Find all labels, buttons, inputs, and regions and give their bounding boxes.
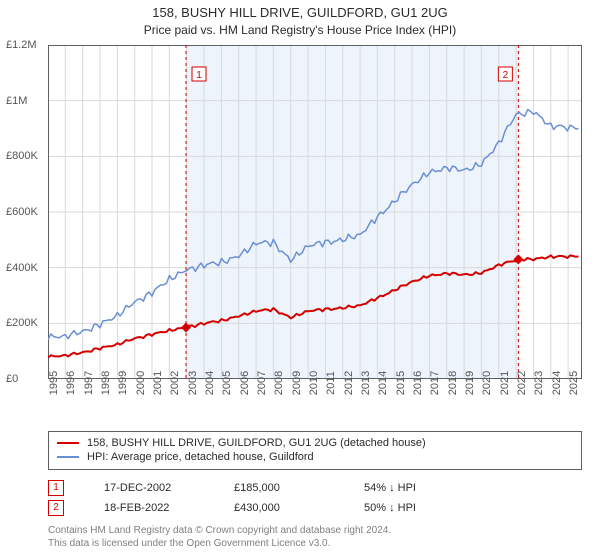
x-axis-label: 2013 bbox=[360, 371, 372, 395]
x-axis-label: 2020 bbox=[481, 371, 493, 395]
x-axis-label: 2018 bbox=[447, 371, 459, 395]
y-axis-label: £0 bbox=[6, 373, 18, 385]
x-axis-label: 1997 bbox=[83, 371, 95, 395]
x-axis-label: 2022 bbox=[516, 371, 528, 395]
legend-item-property: 158, BUSHY HILL DRIVE, GUILDFORD, GU1 2U… bbox=[57, 436, 573, 450]
chart-header: 158, BUSHY HILL DRIVE, GUILDFORD, GU1 2U… bbox=[0, 0, 600, 39]
x-axis-label: 2004 bbox=[204, 371, 216, 395]
y-axis-label: £200K bbox=[6, 317, 38, 329]
x-axis-label: 2008 bbox=[273, 371, 285, 395]
legend-label-hpi: HPI: Average price, detached house, Guil… bbox=[87, 450, 314, 464]
x-axis-label: 1996 bbox=[65, 371, 77, 395]
transactions-table: 1 17-DEC-2002 £185,000 54% ↓ HPI 2 18-FE… bbox=[48, 478, 582, 518]
down-arrow-icon: ↓ bbox=[389, 502, 395, 514]
x-axis-label: 2006 bbox=[239, 371, 251, 395]
x-axis-label: 2017 bbox=[429, 371, 441, 395]
x-axis-label: 2024 bbox=[551, 371, 563, 395]
x-axis-label: 2009 bbox=[291, 371, 303, 395]
x-axis-label: 2002 bbox=[169, 371, 181, 395]
x-axis-label: 1998 bbox=[100, 371, 112, 395]
legend: 158, BUSHY HILL DRIVE, GUILDFORD, GU1 2U… bbox=[48, 431, 582, 470]
y-axis-label: £800K bbox=[6, 150, 38, 162]
footer-line: This data is licensed under the Open Gov… bbox=[48, 537, 582, 550]
x-axis-label: 2015 bbox=[395, 371, 407, 395]
legend-swatch-property bbox=[57, 442, 79, 444]
chart-area: £0£200K£400K£600K£800K£1M£1.2M 12 bbox=[48, 45, 582, 379]
transaction-row: 1 17-DEC-2002 £185,000 54% ↓ HPI bbox=[48, 478, 582, 498]
x-axis-label: 2005 bbox=[221, 371, 233, 395]
x-axis-label: 2007 bbox=[256, 371, 268, 395]
x-axis-label: 2010 bbox=[308, 371, 320, 395]
x-axis-label: 2014 bbox=[377, 371, 389, 395]
x-axis-label: 2003 bbox=[187, 371, 199, 395]
x-axis-ticks: 1995199619971998199920002001200220032004… bbox=[48, 379, 582, 427]
footer-line: Contains HM Land Registry data © Crown c… bbox=[48, 524, 582, 537]
x-axis-label: 2012 bbox=[343, 371, 355, 395]
chart-svg: 12 bbox=[48, 45, 582, 379]
transaction-pct: 50% ↓ HPI bbox=[364, 502, 454, 514]
x-axis-label: 2016 bbox=[412, 371, 424, 395]
down-arrow-icon: ↓ bbox=[389, 482, 395, 494]
y-axis-label: £1M bbox=[6, 95, 27, 107]
y-axis-label: £400K bbox=[6, 262, 38, 274]
x-axis-label: 1995 bbox=[48, 371, 60, 395]
transaction-row: 2 18-FEB-2022 £430,000 50% ↓ HPI bbox=[48, 498, 582, 518]
legend-swatch-hpi bbox=[57, 456, 79, 458]
transaction-marker-icon: 2 bbox=[48, 500, 64, 516]
x-axis-label: 2000 bbox=[135, 371, 147, 395]
transaction-price: £185,000 bbox=[234, 482, 324, 494]
chart-subtitle: Price paid vs. HM Land Registry's House … bbox=[0, 22, 600, 39]
footer: Contains HM Land Registry data © Crown c… bbox=[48, 524, 582, 550]
x-axis-label: 2021 bbox=[499, 371, 511, 395]
transaction-pct: 54% ↓ HPI bbox=[364, 482, 454, 494]
svg-text:1: 1 bbox=[196, 70, 202, 81]
x-axis-label: 2025 bbox=[568, 371, 580, 395]
y-axis-label: £1.2M bbox=[6, 39, 37, 51]
x-axis-label: 2001 bbox=[152, 371, 164, 395]
x-axis-label: 2019 bbox=[464, 371, 476, 395]
legend-label-property: 158, BUSHY HILL DRIVE, GUILDFORD, GU1 2U… bbox=[87, 436, 426, 450]
legend-item-hpi: HPI: Average price, detached house, Guil… bbox=[57, 450, 573, 464]
transaction-marker-icon: 1 bbox=[48, 480, 64, 496]
transaction-date: 18-FEB-2022 bbox=[104, 502, 194, 514]
svg-text:2: 2 bbox=[503, 70, 509, 81]
y-axis-label: £600K bbox=[6, 206, 38, 218]
x-axis-label: 2011 bbox=[325, 371, 337, 395]
x-axis-label: 1999 bbox=[117, 371, 129, 395]
chart-title: 158, BUSHY HILL DRIVE, GUILDFORD, GU1 2U… bbox=[0, 4, 600, 22]
x-axis-label: 2023 bbox=[533, 371, 545, 395]
transaction-date: 17-DEC-2002 bbox=[104, 482, 194, 494]
transaction-price: £430,000 bbox=[234, 502, 324, 514]
